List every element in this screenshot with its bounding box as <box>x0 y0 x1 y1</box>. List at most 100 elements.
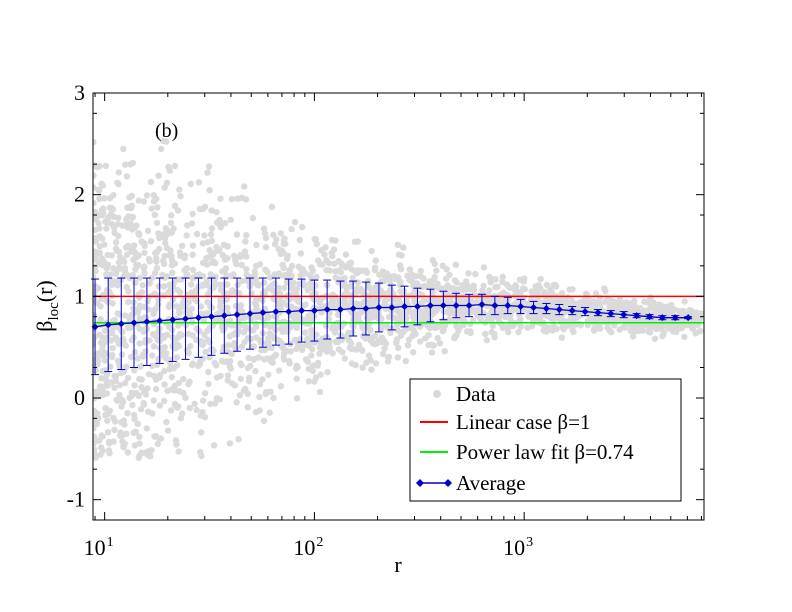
average-point <box>298 307 306 315</box>
data-point <box>316 344 324 351</box>
data-point <box>197 449 204 456</box>
data-point <box>144 451 152 459</box>
data-point <box>161 367 168 375</box>
data-point <box>365 352 373 359</box>
data-point <box>305 378 313 385</box>
data-point <box>150 343 158 350</box>
data-point <box>268 344 275 351</box>
data-point <box>417 267 424 275</box>
data-point <box>411 314 418 321</box>
data-point <box>632 325 640 332</box>
data-point <box>184 347 191 354</box>
data-point <box>225 341 232 349</box>
data-point <box>245 354 252 362</box>
data-point <box>378 315 385 322</box>
data-point <box>334 297 342 304</box>
data-point <box>189 332 196 339</box>
data-point <box>575 301 582 308</box>
data-point <box>111 213 118 221</box>
data-point <box>123 251 131 258</box>
data-point <box>189 251 196 258</box>
data-point <box>328 236 336 244</box>
data-point <box>296 236 303 244</box>
x-tick-exponent: 2 <box>316 535 323 550</box>
data-point <box>629 307 637 314</box>
data-point <box>250 356 257 363</box>
data-point <box>417 273 424 280</box>
data-point <box>97 316 104 323</box>
data-point <box>317 371 324 378</box>
legend-average-marker-diamond-left <box>416 479 424 487</box>
average-point <box>426 301 434 309</box>
data-point <box>197 412 204 419</box>
data-point <box>316 350 323 357</box>
data-point <box>689 309 696 316</box>
data-point <box>165 303 172 310</box>
data-point <box>93 252 99 260</box>
data-point <box>195 179 203 186</box>
data-point <box>371 284 379 292</box>
average-point <box>491 301 499 309</box>
data-point <box>140 400 147 407</box>
data-point <box>245 374 253 382</box>
data-point <box>428 349 436 356</box>
data-point <box>304 336 311 343</box>
data-point <box>343 288 350 295</box>
data-point <box>105 438 113 446</box>
average-point <box>671 314 679 322</box>
data-point <box>100 349 107 356</box>
data-point <box>646 329 654 336</box>
data-point <box>260 279 268 286</box>
data-point <box>163 179 171 187</box>
x-tick-exponent: 3 <box>526 535 533 550</box>
average-point <box>388 304 396 312</box>
data-point <box>697 327 704 335</box>
data-point <box>111 278 118 285</box>
data-point <box>129 272 136 279</box>
data-point <box>349 274 356 281</box>
data-point <box>446 271 453 279</box>
data-point <box>158 145 165 153</box>
data-point <box>112 270 120 277</box>
data-point <box>433 267 440 274</box>
data-point <box>110 438 117 445</box>
data-point <box>341 355 348 362</box>
data-point <box>153 265 161 272</box>
data-point <box>153 219 161 227</box>
data-point <box>249 214 257 222</box>
data-point <box>102 374 109 381</box>
data-point <box>651 335 659 342</box>
data-point <box>543 281 551 289</box>
data-point <box>587 311 594 318</box>
data-point <box>186 378 193 385</box>
y-tick-label: 1 <box>74 283 85 308</box>
data-point <box>371 266 379 274</box>
data-point <box>252 367 259 375</box>
data-point <box>97 451 104 458</box>
data-point <box>397 262 404 269</box>
average-point <box>310 307 318 315</box>
data-point <box>136 294 143 301</box>
data-point <box>167 407 175 414</box>
plot-frame <box>92 92 705 521</box>
data-point <box>152 332 159 339</box>
data-point <box>354 279 362 286</box>
data-point <box>379 268 387 275</box>
data-point <box>144 227 152 234</box>
data-point <box>93 450 98 458</box>
data-point <box>515 328 522 336</box>
data-point <box>402 357 409 365</box>
data-point <box>408 271 415 278</box>
data-point <box>139 281 146 289</box>
data-point <box>501 311 508 319</box>
data-point <box>569 286 576 293</box>
data-point <box>311 378 318 385</box>
data-point <box>118 403 125 410</box>
data-point <box>132 279 139 286</box>
data-point <box>238 361 245 369</box>
data-point <box>436 340 444 347</box>
data-point <box>93 420 101 428</box>
data-point <box>270 231 277 238</box>
data-point <box>174 207 182 214</box>
data-point <box>243 232 250 239</box>
